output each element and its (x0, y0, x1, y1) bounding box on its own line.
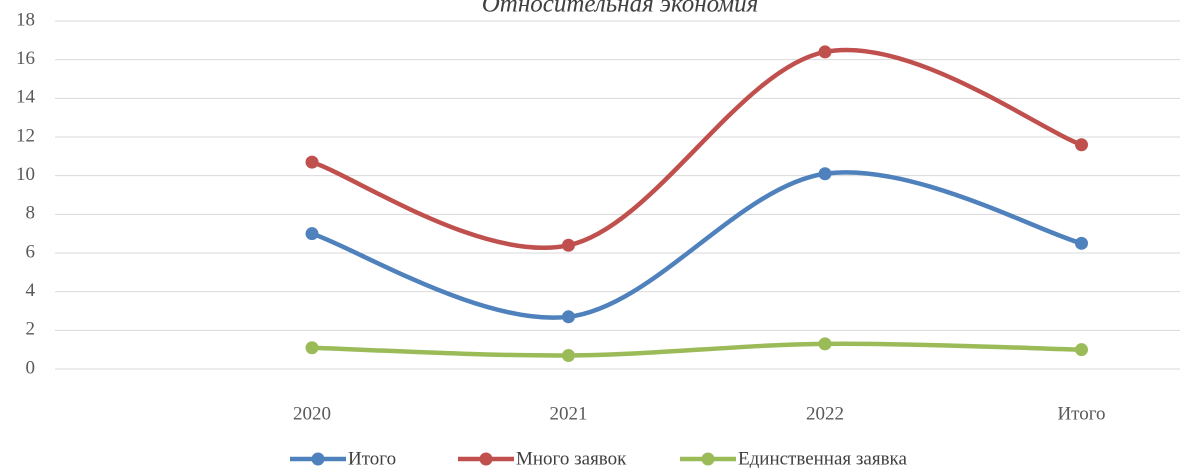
y-tick-label: 14 (16, 87, 36, 108)
x-tick-label: 2020 (293, 403, 331, 424)
legend-marker (311, 452, 325, 466)
point (305, 227, 319, 241)
y-tick-label: 10 (16, 164, 35, 185)
point (305, 155, 319, 169)
y-tick-label: 2 (26, 319, 36, 340)
chart-title: Относительная экономия (482, 0, 758, 18)
point (1075, 343, 1088, 357)
point (818, 167, 832, 181)
legend-marker (479, 452, 493, 466)
point (305, 341, 319, 355)
series-line (309, 341, 1084, 358)
y-tick-label: 0 (26, 357, 36, 378)
point (1075, 138, 1088, 152)
x-tick-label: 2021 (550, 403, 588, 424)
y-tick-label: 16 (16, 48, 35, 69)
legend-marker (701, 452, 715, 466)
x-tick-label: Итого (1057, 403, 1105, 424)
y-tick-label: 12 (16, 125, 35, 146)
point (562, 348, 575, 362)
point (818, 45, 832, 59)
legend-label: Единственная заявка (738, 448, 907, 468)
point (818, 337, 832, 351)
x-tick-label: 2022 (806, 403, 844, 424)
point (562, 238, 575, 252)
y-tick-label: 18 (16, 9, 35, 30)
y-tick-label: 4 (26, 280, 36, 301)
point (562, 310, 575, 324)
point (1075, 236, 1088, 250)
series-line (309, 47, 1084, 250)
legend-label: Много заявок (516, 448, 627, 468)
y-tick-label: 6 (26, 241, 36, 262)
series-line (309, 170, 1084, 320)
y-tick-label: 8 (26, 203, 36, 224)
legend-label: Итого (348, 448, 396, 468)
